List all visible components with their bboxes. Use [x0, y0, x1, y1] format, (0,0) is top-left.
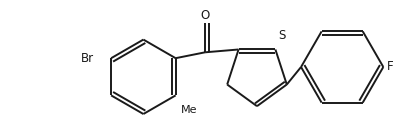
Text: S: S [278, 29, 286, 42]
Text: Me: Me [181, 105, 197, 115]
Text: O: O [201, 9, 210, 22]
Text: Br: Br [80, 52, 94, 65]
Text: F: F [387, 60, 394, 74]
